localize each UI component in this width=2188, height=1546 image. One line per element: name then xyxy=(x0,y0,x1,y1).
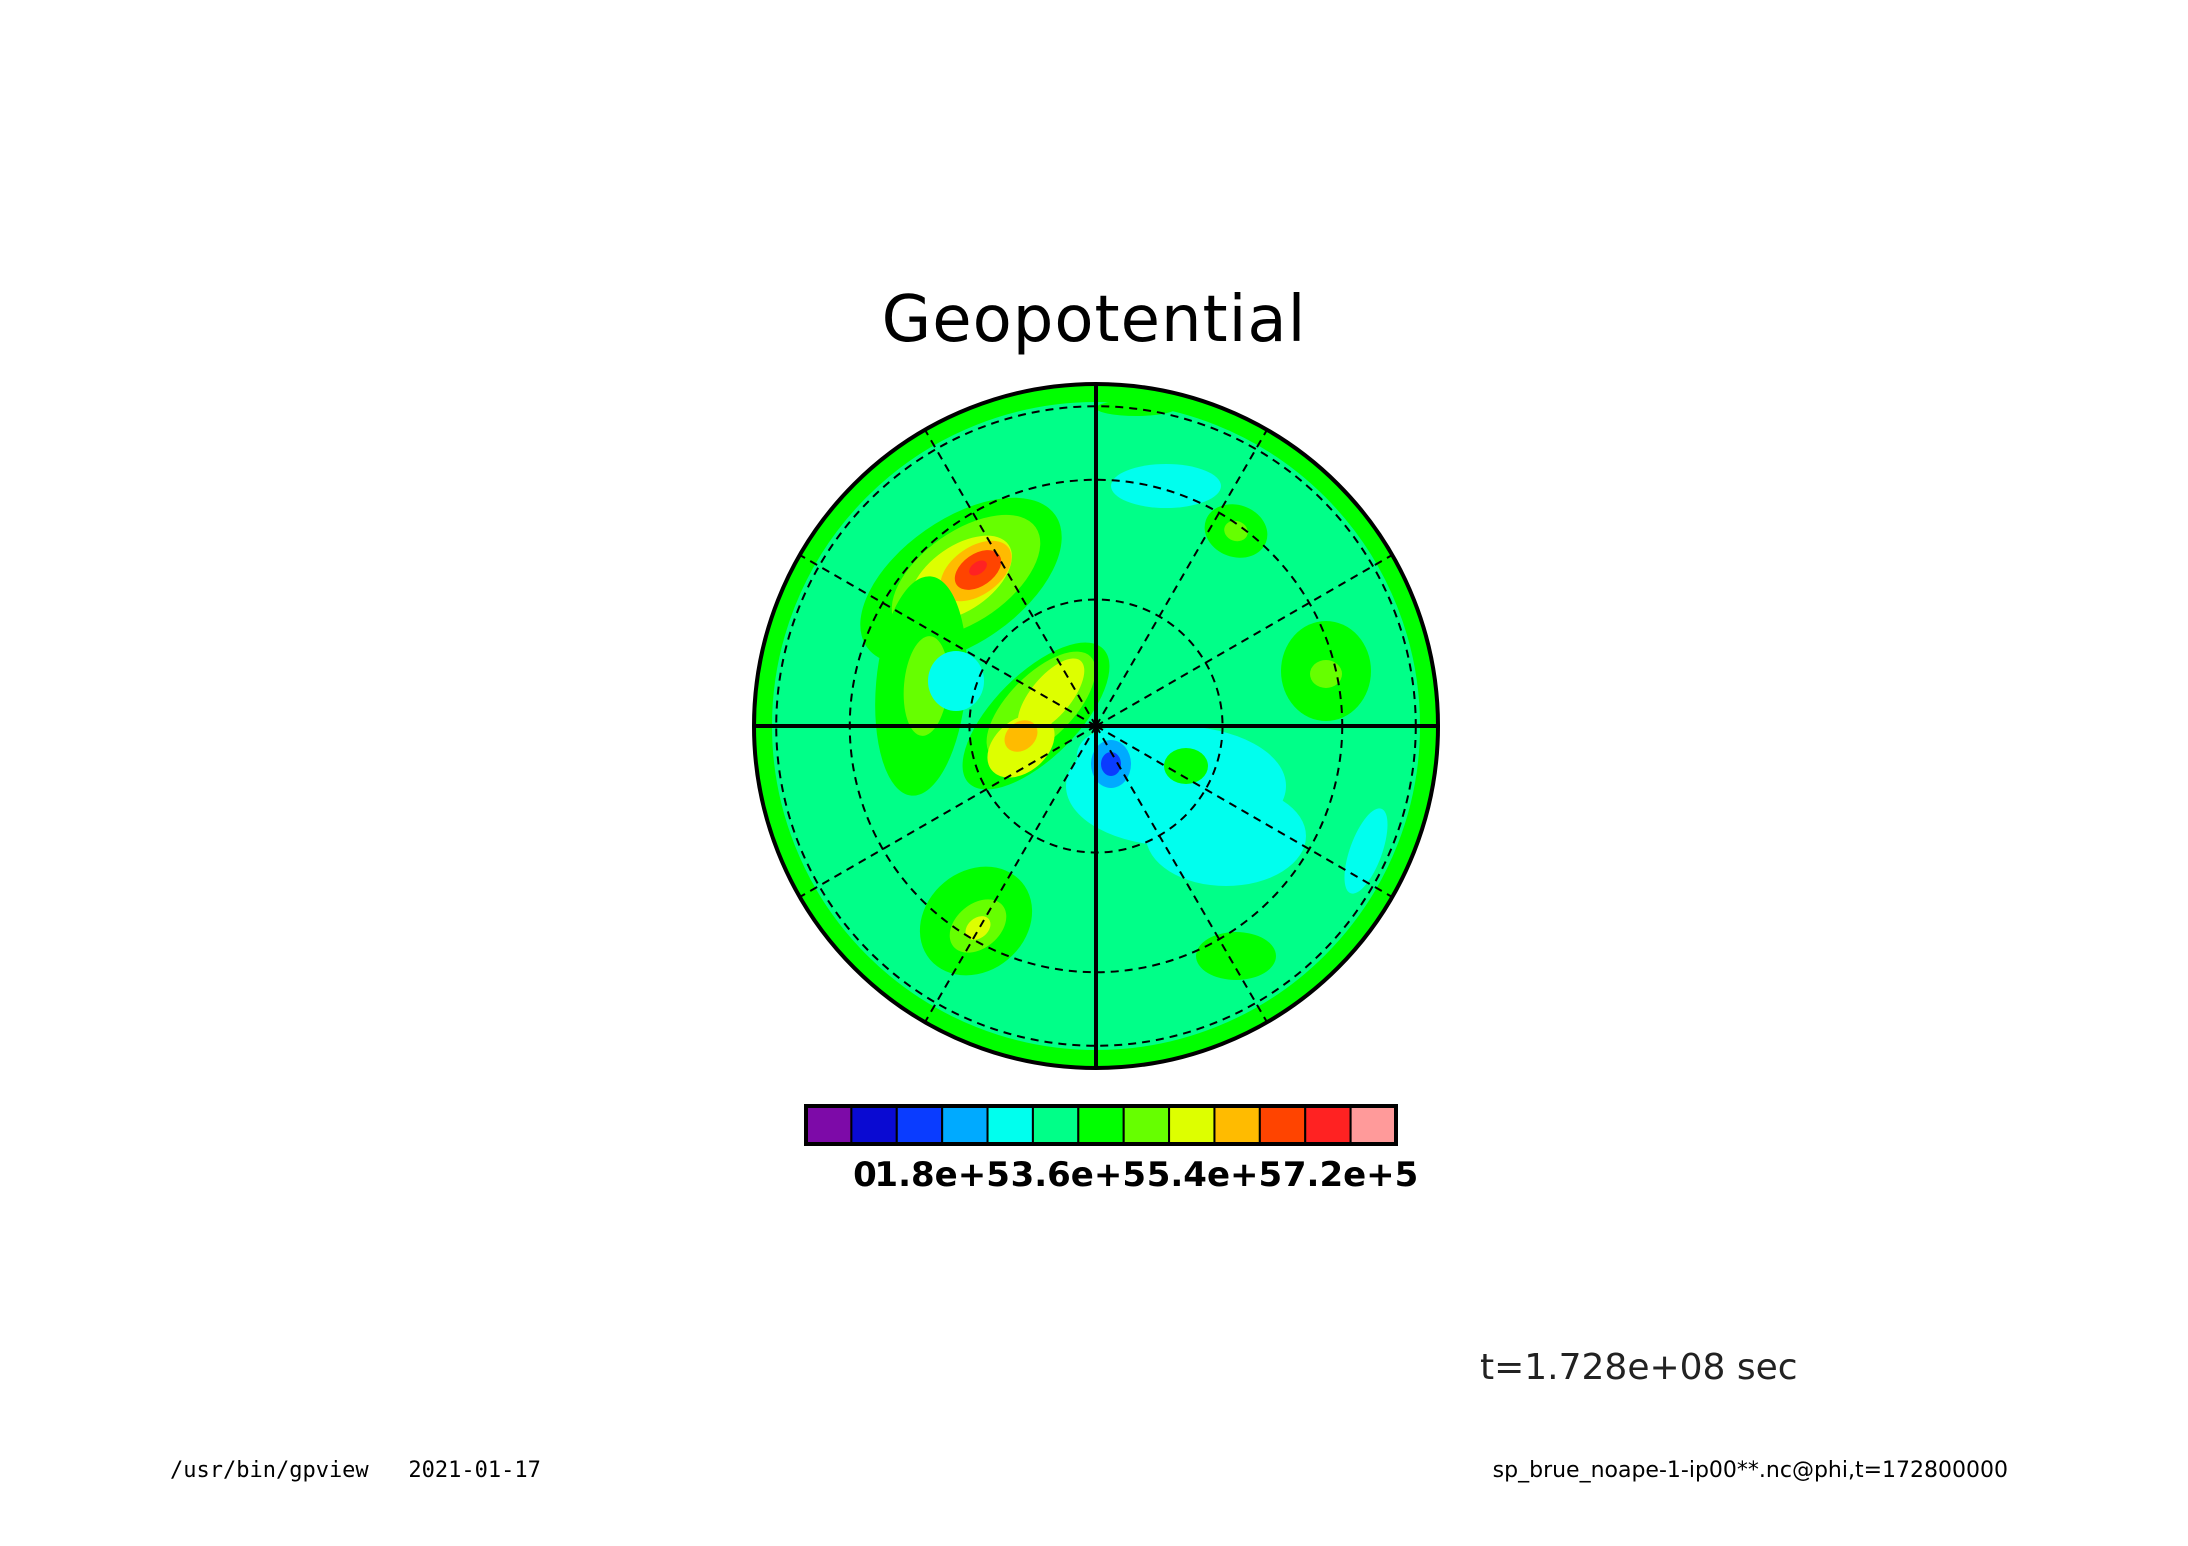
disc-border xyxy=(752,382,1440,1070)
colorbar: 01.8e+5 3.6e+5 5.4e+5 7.2e+5 xyxy=(804,1104,1418,1195)
field-contour-22 xyxy=(1146,786,1306,886)
colorbar-tick-label-0: 0 xyxy=(853,1155,877,1195)
colorbar-swatch-3 xyxy=(941,1105,989,1145)
grid-lines xyxy=(754,384,1438,1068)
colorbar-tick-label-2: 3.6e+5 xyxy=(1011,1155,1146,1195)
field-contour-28 xyxy=(1101,752,1121,776)
field-contour-25 xyxy=(1344,808,1388,894)
meridian-dashed-210 xyxy=(799,554,1097,727)
colorbar-swatch-9 xyxy=(1213,1105,1261,1145)
field-contour-18 xyxy=(1224,520,1248,542)
colorbar-swatch-12 xyxy=(1349,1105,1397,1145)
meridian-dashed-300 xyxy=(1095,429,1268,727)
colorbar-swatch-5 xyxy=(1031,1105,1080,1145)
meridian-dashed-60 xyxy=(1095,725,1268,1023)
colorbar-swatch-2 xyxy=(895,1105,944,1145)
field-contour-10 xyxy=(1004,720,1038,752)
field-contour-16 xyxy=(965,916,991,940)
colorbar-frame xyxy=(804,1104,1398,1146)
field-contour-20 xyxy=(1310,660,1342,688)
chart-title: Geopotential xyxy=(881,283,1307,357)
meridian-dashed-330 xyxy=(1095,554,1393,727)
field-contour-5 xyxy=(969,560,987,576)
colorbar-tick-label-4: 7.2e+5 xyxy=(1283,1155,1418,1195)
colorbar-tick-label-1: 1.8e+5 xyxy=(874,1155,1009,1195)
meridian-dashed-30 xyxy=(1095,725,1393,898)
colorbar-swatch-6 xyxy=(1077,1105,1125,1145)
colorbar-swatch-8 xyxy=(1168,1105,1216,1145)
colorbar-tick-label-3: 5.4e+5 xyxy=(1147,1155,1282,1195)
field-contour-24 xyxy=(1111,464,1221,508)
colorbar-swatch-1 xyxy=(850,1105,898,1145)
colorbar-swatch-10 xyxy=(1258,1105,1307,1145)
meridian-dashed-120 xyxy=(924,725,1097,1023)
meridian-dashed-150 xyxy=(799,725,1097,898)
time-label: t=1.728e+08 sec xyxy=(1480,1347,1798,1388)
field-contour-26 xyxy=(1164,748,1208,784)
colorbar-swatch-11 xyxy=(1304,1105,1352,1145)
field-contour-29 xyxy=(1196,932,1276,980)
footer-program-date: /usr/bin/gpview 2021-01-17 xyxy=(170,1458,541,1483)
meridian-dashed-240 xyxy=(924,429,1097,727)
field-contour-13 xyxy=(928,651,984,711)
colorbar-swatch-7 xyxy=(1122,1105,1171,1145)
colorbar-swatch-4 xyxy=(986,1105,1034,1145)
colorbar-swatch-0 xyxy=(805,1105,853,1145)
footer-file-info: sp_brue_noape-1-ip00**.nc@phi,t=17280000… xyxy=(1492,1458,2008,1483)
